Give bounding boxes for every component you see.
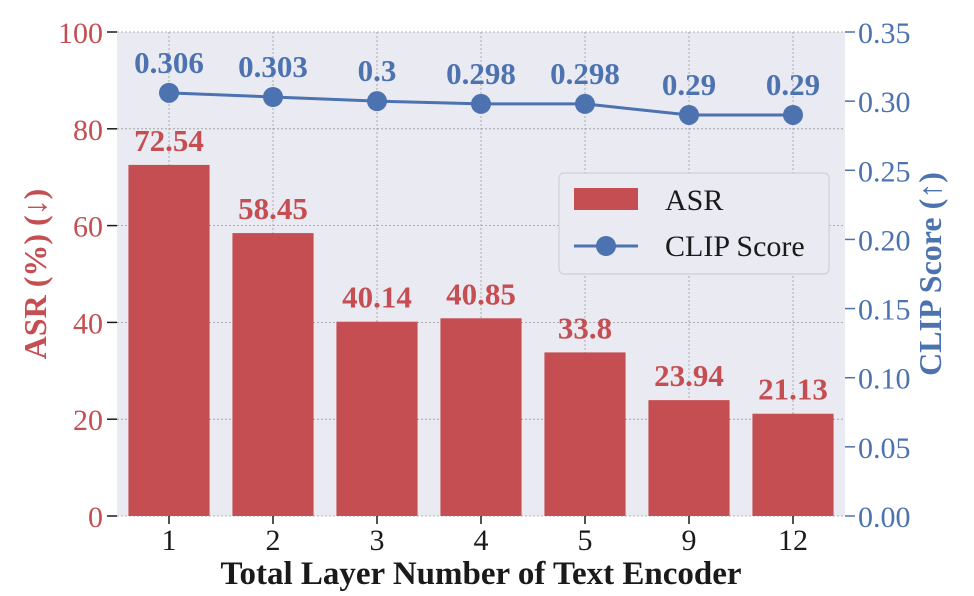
clip-point-3 (367, 91, 387, 112)
clip-point-9 (679, 104, 699, 125)
clip-line (159, 82, 803, 125)
bar-1 (128, 164, 210, 516)
legend-swatch-asr (574, 188, 638, 210)
clip-label-4: 0.298 (446, 56, 516, 91)
x-axis: 1 2 3 4 5 9 12 (162, 516, 808, 557)
bar-2 (232, 233, 314, 517)
left-tick-label: 0 (88, 501, 103, 534)
clip-label-3: 0.3 (358, 53, 397, 88)
x-tick-label: 5 (578, 524, 593, 557)
left-tick-label: 80 (73, 114, 103, 147)
clip-label-1: 0.306 (134, 45, 204, 80)
left-tick-label: 60 (73, 211, 103, 244)
x-tick-label: 4 (474, 524, 489, 557)
right-axis: 0.00 0.05 0.10 0.15 0.20 0.25 0.30 0.35 (845, 17, 911, 534)
right-tick-label: 0.10 (858, 363, 911, 396)
legend-label-clip: CLIP Score (665, 230, 805, 263)
bar-label-1: 72.54 (134, 123, 204, 158)
right-tick-label: 0.05 (858, 432, 911, 465)
right-tick-label: 0.15 (858, 294, 911, 327)
bar-labels: 72.54 58.45 40.14 40.85 33.8 23.94 21.13 (134, 123, 828, 407)
clip-point-2 (263, 86, 283, 107)
left-tick-label: 20 (73, 404, 103, 437)
bar-label-3: 40.14 (342, 280, 412, 315)
bar-9 (648, 400, 730, 516)
y-axis-label-left: ASR (%) (↓) (17, 189, 53, 360)
bar-5 (544, 352, 626, 516)
left-axis: 0 20 40 60 80 100 (58, 17, 117, 534)
right-tick-label: 0.00 (858, 501, 911, 534)
x-tick-label: 9 (682, 524, 697, 557)
clip-point-1 (159, 82, 179, 103)
clip-label-9: 0.29 (662, 67, 716, 102)
clip-label-2: 0.303 (238, 49, 308, 84)
clip-label-5: 0.298 (550, 56, 620, 91)
clip-point-4 (471, 93, 491, 114)
right-tick-label: 0.30 (858, 86, 911, 119)
line-labels: 0.306 0.303 0.3 0.298 0.298 0.29 0.29 (134, 45, 820, 102)
left-tick-label: 100 (58, 17, 103, 50)
clip-label-12: 0.29 (766, 67, 820, 102)
bar-label-12: 21.13 (758, 372, 828, 407)
bar-label-5: 33.8 (558, 310, 612, 345)
x-axis-label: Total Layer Number of Text Encoder (221, 556, 742, 592)
bars (128, 164, 834, 517)
bar-label-4: 40.85 (446, 276, 516, 311)
right-tick-label: 0.20 (858, 224, 911, 257)
legend-marker-clip (596, 236, 616, 256)
bar-3 (336, 321, 418, 516)
bar-12 (752, 413, 834, 516)
bar-label-2: 58.45 (238, 191, 308, 226)
clip-point-12 (783, 104, 803, 125)
clip-point-5 (575, 93, 595, 114)
x-tick-label: 2 (266, 524, 281, 557)
left-tick-label: 40 (73, 307, 103, 340)
x-tick-label: 1 (162, 524, 177, 557)
legend-label-asr: ASR (665, 184, 723, 217)
legend: ASR CLIP Score (558, 172, 830, 275)
x-tick-label: 12 (778, 524, 808, 557)
right-tick-label: 0.35 (858, 17, 911, 50)
bar-4 (440, 318, 522, 516)
x-tick-label: 3 (370, 524, 385, 557)
bar-label-9: 23.94 (654, 358, 724, 393)
y-axis-label-right: CLIP Score (↑) (912, 172, 948, 376)
right-tick-label: 0.25 (858, 155, 911, 188)
